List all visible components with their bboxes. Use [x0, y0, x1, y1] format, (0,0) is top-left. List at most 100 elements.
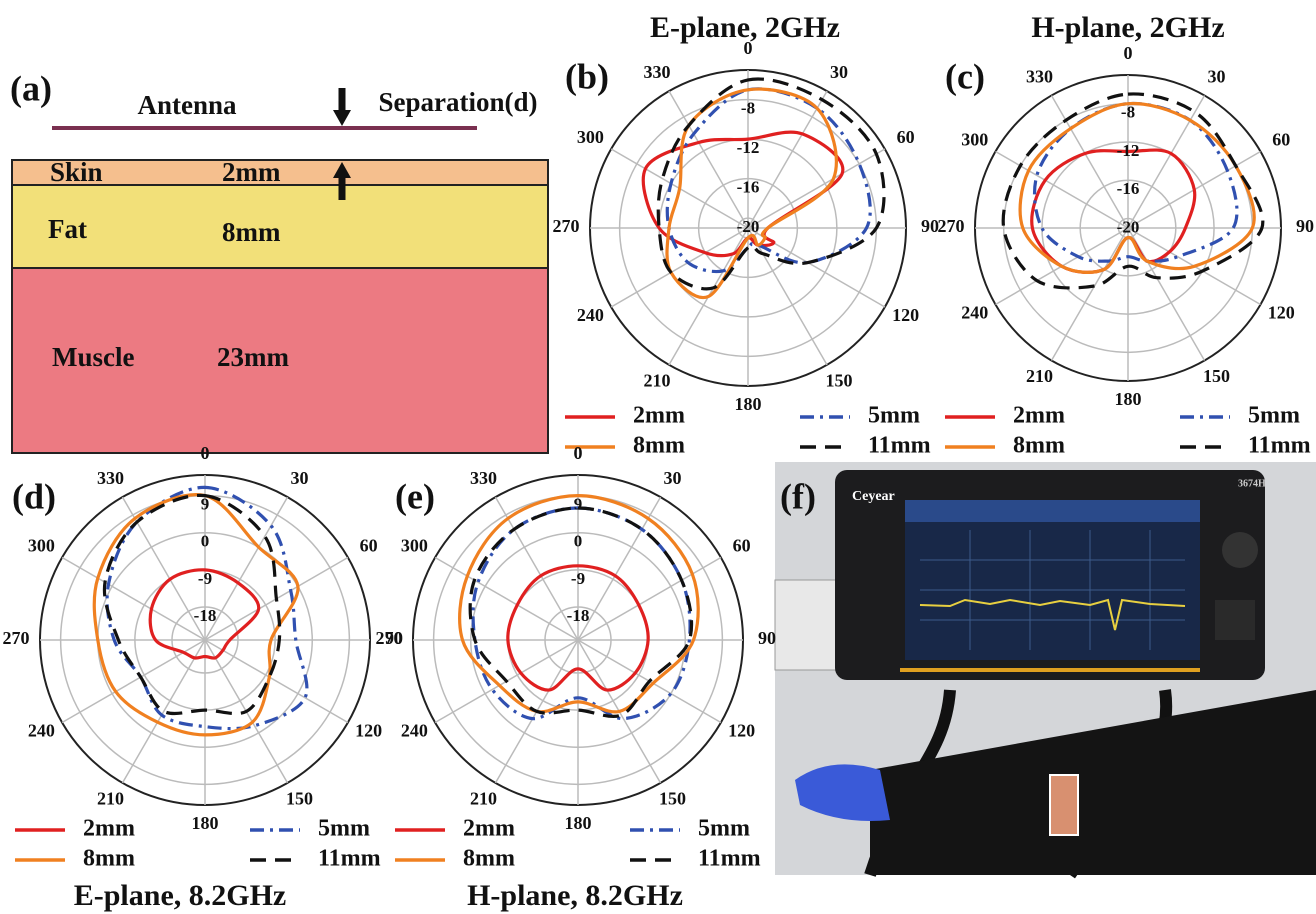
layer-name: Fat: [48, 214, 87, 244]
legend-label: 11mm: [698, 846, 761, 872]
legend-label: 8mm: [83, 846, 135, 872]
angle-label: 120: [1268, 303, 1295, 323]
angle-label: 270: [3, 628, 30, 648]
r-tick-label: 0: [574, 532, 583, 551]
angle-label: 120: [355, 721, 382, 741]
series-line: [460, 496, 699, 712]
r-tick-label: 9: [574, 495, 583, 514]
model-label: 3674H: [1238, 478, 1266, 489]
angle-label: 330: [470, 468, 497, 488]
keypad: [1215, 600, 1255, 640]
legend-label: 8mm: [463, 846, 515, 872]
panel-label: (f): [780, 476, 816, 516]
angle-label: 180: [1115, 389, 1142, 409]
grid-spoke: [611, 228, 748, 307]
antenna-label: Antenna: [137, 90, 237, 120]
angle-label: 30: [830, 62, 848, 82]
angle-label: 150: [826, 370, 853, 390]
grid-spoke: [995, 152, 1128, 229]
chart-title: H-plane, 2GHz: [1031, 11, 1224, 44]
panel-label: (c): [945, 56, 985, 96]
angle-label: 240: [401, 721, 428, 741]
legend-label: 2mm: [633, 403, 685, 429]
angle-label: 240: [961, 303, 988, 323]
angle-label: 60: [1272, 130, 1290, 150]
legend-label: 8mm: [633, 433, 685, 459]
panel-label: (a): [10, 68, 52, 108]
layer-name: Muscle: [52, 342, 134, 372]
angle-label: 0: [201, 443, 210, 463]
legend-label: 11mm: [1248, 433, 1311, 459]
layer-name: Skin: [50, 157, 103, 187]
layer-diagram: (a) Antenna Separation(d) Skin 2mm Fat 8…: [10, 68, 548, 453]
angle-label: 330: [644, 62, 671, 82]
arrow-head: [333, 110, 351, 126]
angle-label: 180: [565, 813, 592, 833]
legend-label: 5mm: [1248, 403, 1300, 429]
grid-spoke: [1128, 228, 1205, 361]
angle-label: 90: [1296, 216, 1314, 236]
r-tick-label: -12: [1117, 141, 1140, 160]
r-tick-label: -18: [567, 606, 590, 625]
angle-label: 150: [1203, 366, 1230, 386]
brand-label: Ceyear: [852, 489, 895, 504]
angle-label: 90: [758, 628, 776, 648]
r-tick-label: -16: [737, 178, 760, 197]
angle-label: 180: [735, 394, 762, 414]
r-tick-label: -20: [737, 217, 760, 236]
panel-label: (b): [565, 56, 609, 96]
panel-label: (e): [395, 476, 435, 516]
angle-label: 30: [664, 468, 682, 488]
r-tick-label: 0: [201, 532, 210, 551]
legend-label: 2mm: [83, 816, 135, 842]
angle-label: 300: [28, 536, 55, 556]
r-tick-label: -8: [741, 99, 755, 118]
chart-title: E-plane, 8.2GHz: [74, 879, 287, 912]
angle-label: 300: [961, 130, 988, 150]
polar-chart: 03060901201501802102402703003302mm5mm8mm…: [553, 11, 940, 459]
panel-label: (d): [12, 476, 56, 516]
angle-label: 60: [897, 127, 915, 147]
legend-label: 5mm: [318, 816, 370, 842]
analyzer-screen: [905, 500, 1200, 660]
angle-label: 210: [644, 370, 671, 390]
legend-label: 2mm: [463, 816, 515, 842]
chart-title: H-plane, 8.2GHz: [467, 879, 683, 912]
angle-label: 210: [1026, 366, 1053, 386]
angle-label: 60: [360, 536, 378, 556]
figure: (a) Antenna Separation(d) Skin 2mm Fat 8…: [0, 0, 1316, 914]
angle-label: 30: [1208, 66, 1226, 86]
r-tick-label: -20: [1117, 217, 1140, 236]
polar-chart: 03060901201501802102402703003302mm5mm8mm…: [376, 443, 777, 912]
angle-label: 330: [97, 468, 124, 488]
angle-label: 0: [1124, 43, 1133, 63]
grid-spoke: [62, 558, 205, 641]
legend-label: 5mm: [868, 403, 920, 429]
grid-spoke: [205, 640, 348, 723]
angle-label: 270: [553, 216, 580, 236]
layer-thickness: 8mm: [222, 217, 281, 247]
legend-label: 11mm: [868, 433, 931, 459]
angle-label: 60: [733, 536, 751, 556]
r-tick-label: -8: [1121, 103, 1135, 122]
antenna-sample: [1050, 775, 1078, 835]
angle-label: 150: [286, 788, 313, 808]
grid-spoke: [748, 91, 827, 228]
angle-label: 330: [1026, 66, 1053, 86]
knob: [1222, 532, 1258, 568]
layer-thickness: 23mm: [217, 342, 289, 372]
separation-label: Separation(d): [378, 87, 537, 117]
photo: (f) Ceyear 3674H: [775, 462, 1316, 875]
angle-label: 300: [577, 127, 604, 147]
angle-label: 210: [470, 788, 497, 808]
angle-label: 180: [192, 813, 219, 833]
r-tick-label: 9: [201, 495, 210, 514]
r-tick-label: -9: [571, 569, 585, 588]
r-tick-label: -18: [194, 606, 217, 625]
chart-title: E-plane, 2GHz: [650, 11, 840, 44]
legend-label: 5mm: [698, 816, 750, 842]
legend-label: 11mm: [318, 846, 381, 872]
trim: [900, 668, 1200, 672]
r-tick-label: -12: [737, 138, 760, 157]
